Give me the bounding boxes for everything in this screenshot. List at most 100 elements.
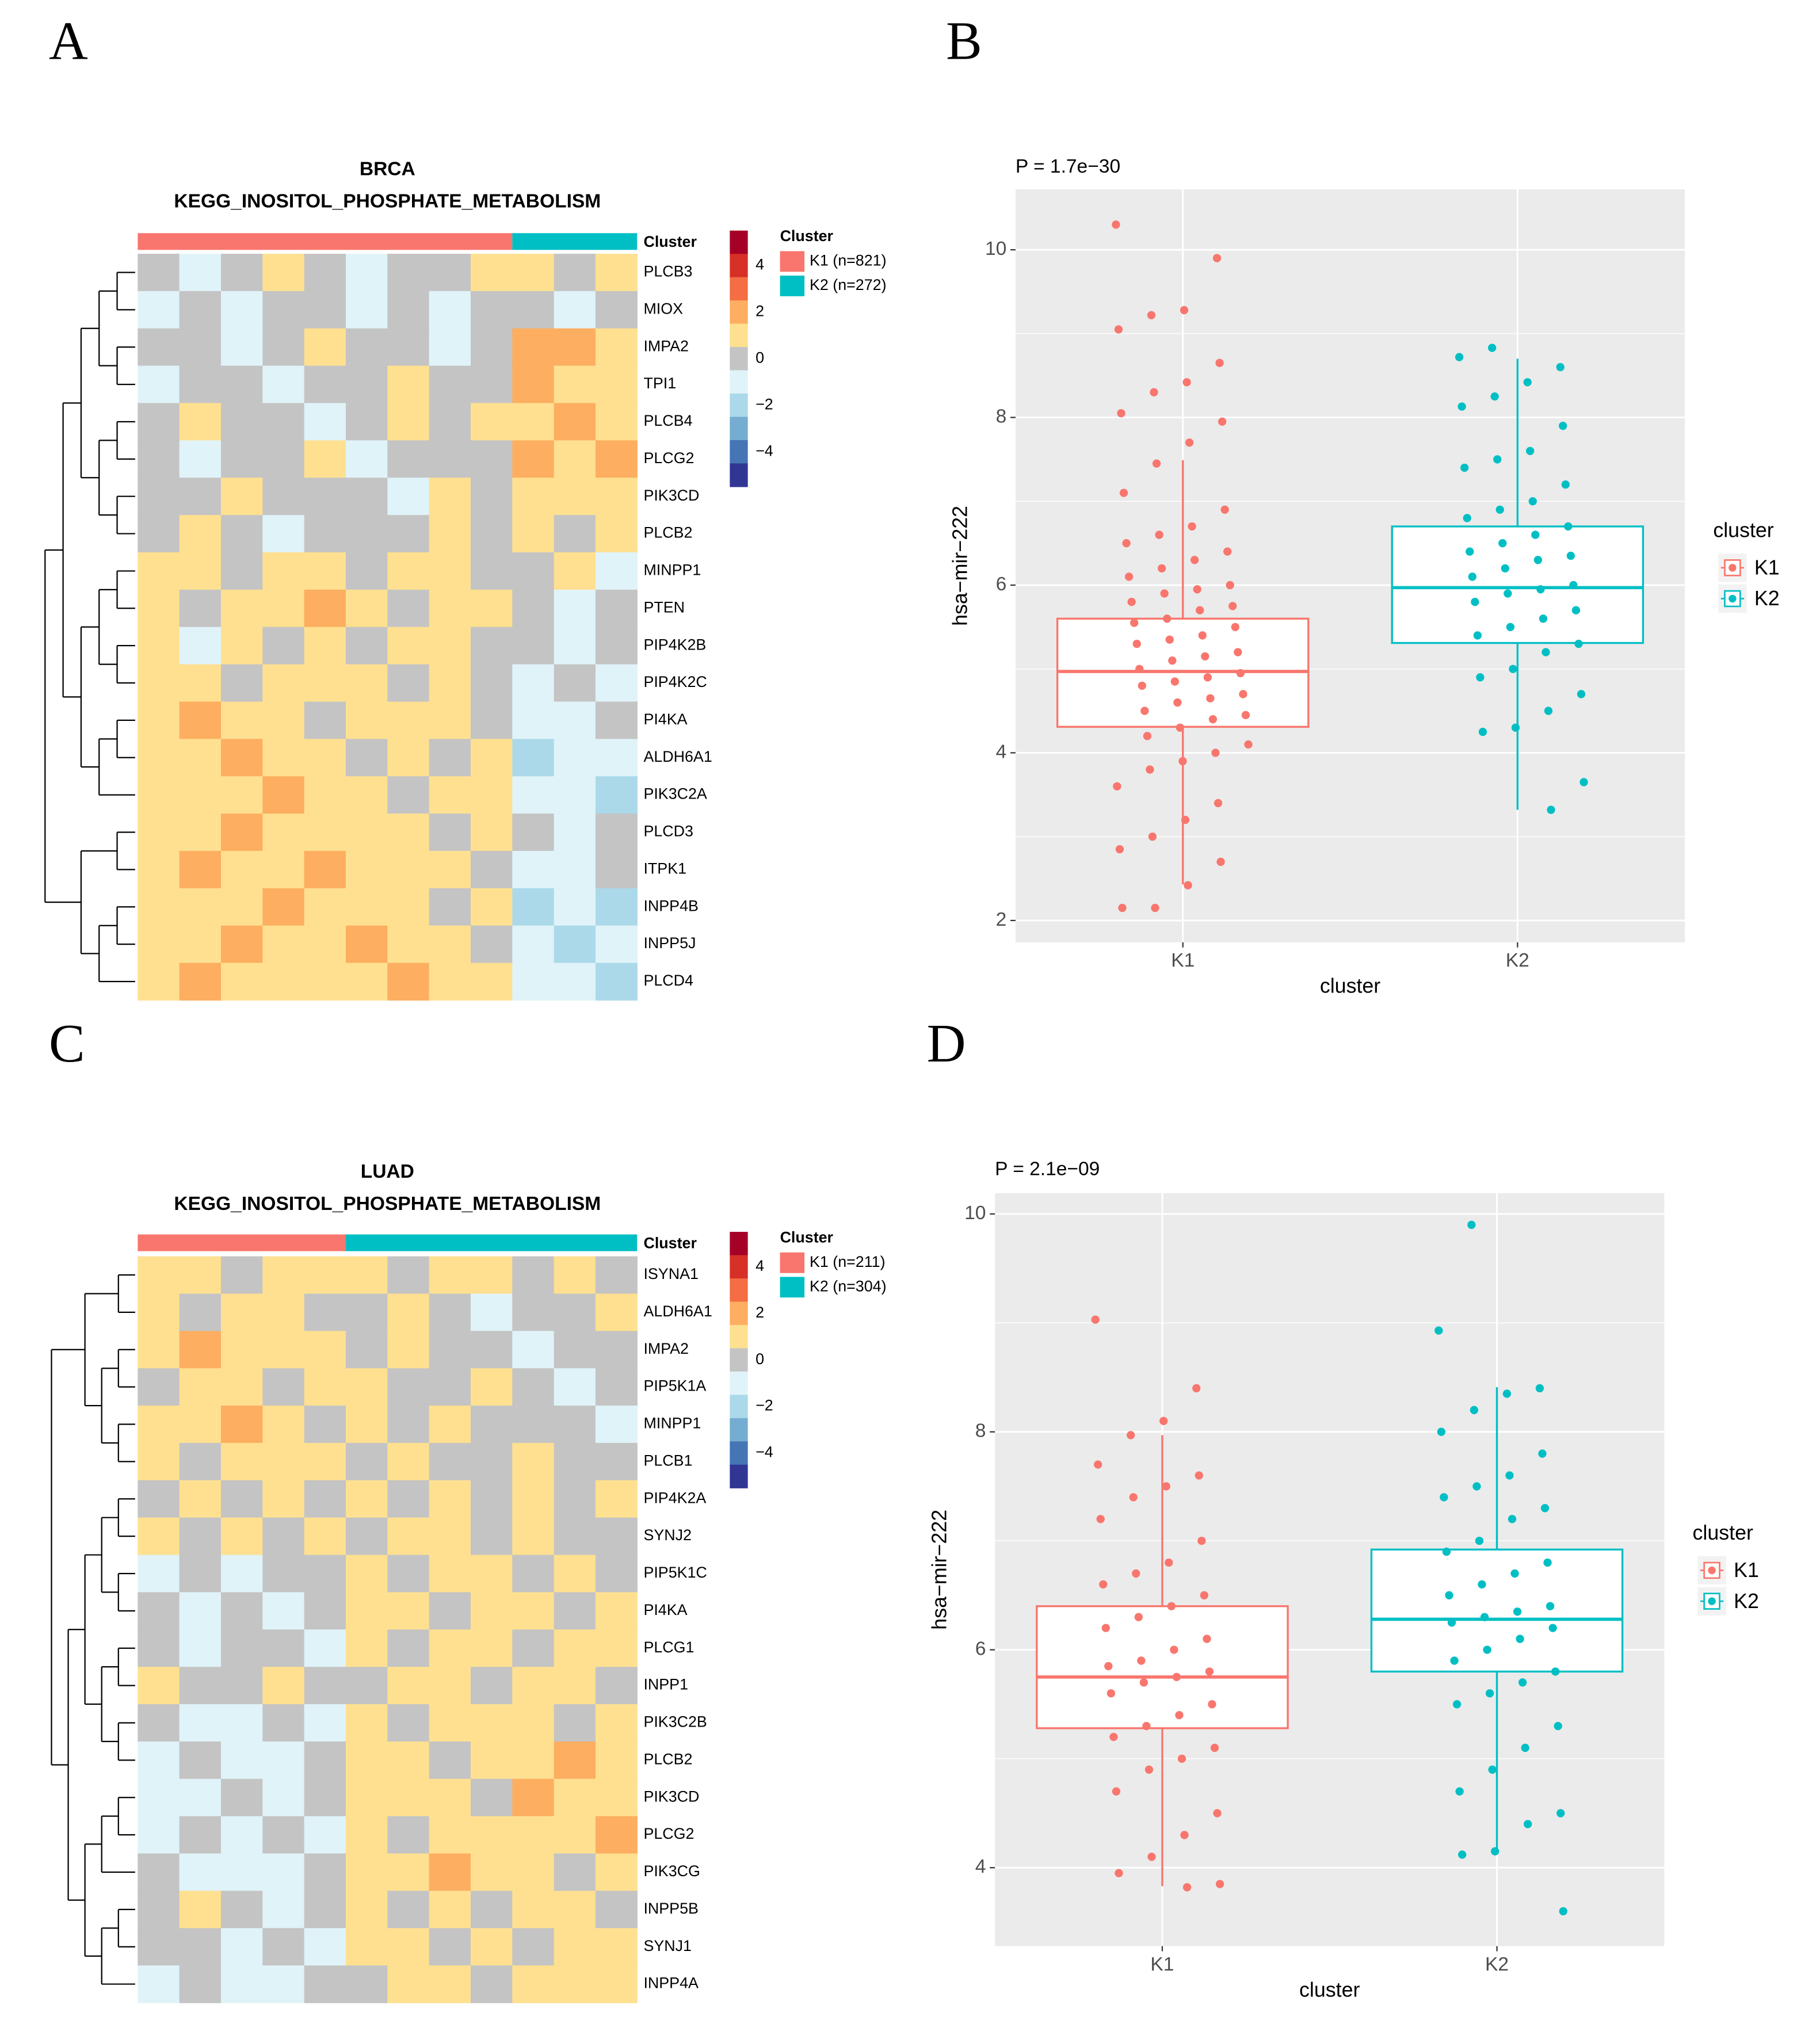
heatmap-cell <box>595 1592 638 1630</box>
heatmap-cell <box>512 925 555 964</box>
point <box>1205 1667 1214 1676</box>
heatmap-cell <box>179 888 222 926</box>
heatmap-cell <box>387 739 430 777</box>
heatmap-cell <box>554 515 596 553</box>
heatmap-cell <box>179 440 222 478</box>
point <box>1467 1220 1476 1229</box>
heatmap-cell <box>138 1331 180 1369</box>
point <box>1113 782 1121 791</box>
legend-label: K1 (n=821) <box>810 252 887 269</box>
heatmap-cell <box>138 1555 180 1593</box>
point <box>1498 539 1507 548</box>
heatmap-cell <box>470 1293 513 1332</box>
colorbar-block <box>730 417 748 441</box>
heatmap-cell <box>179 1480 222 1518</box>
heatmap-cell <box>304 1629 346 1667</box>
heatmap-cell <box>221 1816 264 1854</box>
heatmap-cell <box>470 478 513 516</box>
heatmap-cell <box>304 1592 346 1630</box>
legend-label: K1 <box>1754 556 1780 579</box>
heatmap-cell <box>512 552 555 590</box>
heatmap-cell <box>345 1555 388 1593</box>
panel-letter: C <box>49 1014 85 1074</box>
heatmap-cell <box>304 701 346 740</box>
heatmap-cell <box>179 1442 222 1481</box>
point <box>1099 1580 1108 1589</box>
heatmap-cell <box>512 888 555 926</box>
point <box>1180 306 1189 315</box>
heatmap-cell <box>387 1256 430 1295</box>
point <box>1173 698 1182 707</box>
heatmap-cell <box>470 254 513 292</box>
point <box>1214 799 1223 808</box>
y-tick-label: 10 <box>985 238 1006 259</box>
heatmap-cell <box>429 1704 471 1742</box>
heatmap-cell <box>138 1480 180 1518</box>
heatmap-cell <box>512 589 555 628</box>
point <box>1518 1678 1527 1687</box>
heatmap-cell <box>595 478 638 516</box>
point <box>1218 417 1227 426</box>
heatmap-cell <box>429 552 471 590</box>
heatmap-cell <box>179 1368 222 1406</box>
row-label: INPP4B <box>643 897 698 914</box>
heatmap-cell <box>387 1480 430 1518</box>
row-label: PIK3C2B <box>643 1713 707 1731</box>
point <box>1162 1482 1170 1491</box>
heatmap-cell <box>179 701 222 740</box>
heatmap-cell <box>554 1256 596 1295</box>
point <box>1539 614 1548 623</box>
y-tick-label: 10 <box>964 1202 986 1224</box>
point <box>1440 1493 1448 1502</box>
point <box>1511 723 1520 732</box>
point <box>1516 1635 1524 1643</box>
row-label: PLCG2 <box>643 449 694 467</box>
heatmap-cell <box>387 627 430 665</box>
heatmap-cell <box>345 254 388 292</box>
colorbar-block <box>730 463 748 487</box>
point <box>1107 1689 1116 1698</box>
heatmap-cell <box>512 1704 555 1742</box>
heatmap-cell <box>387 1965 430 2003</box>
legend-title: Cluster <box>780 1228 834 1246</box>
heatmap-cell <box>387 291 430 329</box>
heatmap-title: LUAD <box>361 1161 414 1182</box>
point <box>1213 1809 1222 1817</box>
heatmap-cell <box>470 1778 513 1817</box>
heatmap-cell <box>595 925 638 964</box>
point <box>1203 1635 1211 1643</box>
heatmap-cell <box>221 1741 264 1780</box>
heatmap-cell <box>345 1480 388 1518</box>
heatmap-cell <box>595 1891 638 1929</box>
heatmap-cell <box>262 1442 305 1481</box>
row-label: PLCG2 <box>643 1825 694 1842</box>
point <box>1574 639 1583 648</box>
heatmap-cell <box>345 1442 388 1481</box>
row-label: PLCB2 <box>643 1750 692 1767</box>
heatmap-cell <box>387 664 430 702</box>
heatmap-cell <box>429 1293 471 1332</box>
heatmap-cell <box>221 1256 264 1295</box>
heatmap-cell <box>138 1965 180 2003</box>
heatmap-cell <box>138 1406 180 1444</box>
heatmap-cell <box>512 254 555 292</box>
heatmap-cell <box>221 1667 264 1705</box>
heatmap-cell <box>262 739 305 777</box>
point <box>1226 581 1234 590</box>
heatmap-cell <box>387 478 430 516</box>
annotation-label: Cluster <box>643 233 697 250</box>
heatmap-cell <box>138 1256 180 1295</box>
heatmap-cell <box>387 814 430 852</box>
x-axis-label: cluster <box>1320 975 1380 998</box>
heatmap-cell <box>512 365 555 404</box>
heatmap-cell <box>179 1592 222 1630</box>
point <box>1556 1809 1565 1817</box>
panel-letter: D <box>927 1014 966 1074</box>
heatmap-cell <box>138 403 180 441</box>
point <box>1471 597 1479 606</box>
point <box>1521 1743 1529 1752</box>
box <box>1370 1548 1624 1673</box>
heatmap-cell <box>429 1629 471 1667</box>
row-label: TPI1 <box>643 375 676 392</box>
